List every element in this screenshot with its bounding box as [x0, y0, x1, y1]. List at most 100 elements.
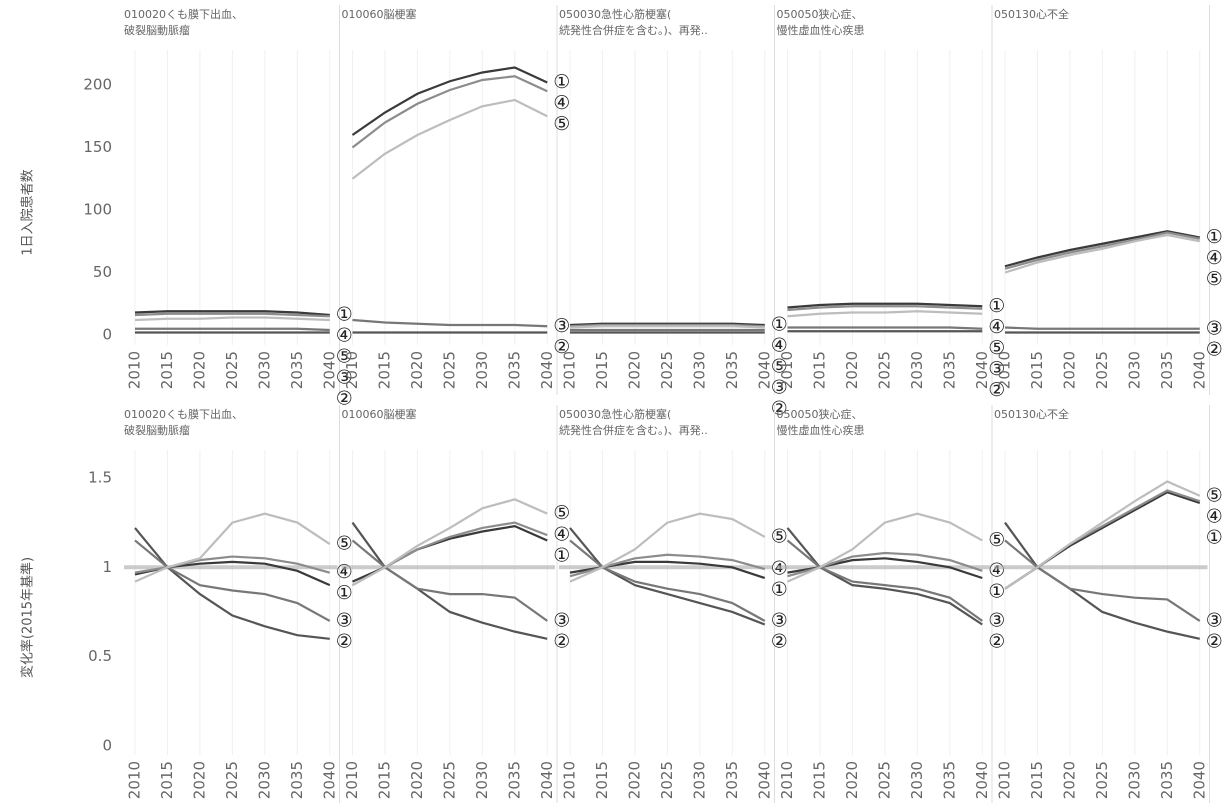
series-label: ④	[1206, 247, 1223, 269]
series-label: ③	[553, 315, 570, 337]
x-tick-label: 2020	[843, 351, 861, 389]
panel-title: 050130心不全	[994, 407, 1069, 421]
x-tick-label: 2025	[658, 761, 676, 799]
x-tick-label: 2025	[875, 351, 893, 389]
series-label: ②	[988, 630, 1005, 652]
x-tick-label: 2035	[505, 761, 523, 799]
x-tick-label: 2020	[1060, 351, 1078, 389]
series-label: ①	[1206, 526, 1223, 548]
panel-title: 破裂脳動脈瘤	[124, 423, 190, 437]
y-axis-label: 変化率(2015年基準)	[20, 557, 36, 678]
series-line	[1004, 480, 1201, 590]
series-label: ⑤	[336, 346, 353, 368]
x-tick-label: 2035	[1158, 761, 1176, 799]
series-line	[351, 498, 548, 587]
series-label: ⑤	[336, 533, 353, 555]
panel-title: 010020くも膜下出血、	[124, 407, 243, 421]
y-tick-label: 0.5	[88, 647, 112, 665]
series-label: ②	[1206, 630, 1223, 652]
y-tick-label: 1.5	[88, 468, 112, 486]
series-line	[569, 323, 765, 328]
series-line	[134, 512, 331, 583]
series-label: ①	[553, 545, 570, 567]
series-label: ③	[553, 609, 570, 631]
x-tick-label: 2040	[1190, 761, 1208, 799]
x-tick-label: 2010	[995, 351, 1013, 389]
x-tick-label: 2040	[538, 351, 556, 389]
series-label: ③	[1206, 609, 1223, 631]
series-line	[569, 325, 765, 329]
x-tick-label: 2015	[810, 351, 828, 389]
series-line	[134, 310, 330, 317]
x-tick-label: 2020	[625, 351, 643, 389]
series-label: ①	[988, 295, 1005, 317]
x-tick-label: 2010	[125, 761, 143, 799]
y-tick-label: 1	[102, 558, 112, 576]
series-line	[352, 318, 548, 328]
series-label: ①	[336, 304, 353, 326]
x-tick-label: 2040	[1190, 351, 1208, 389]
series-label: ⑤	[771, 356, 788, 378]
panel-title: 続発性合併症を含む。)、再発..	[559, 23, 708, 37]
series-label: ①	[553, 71, 570, 93]
x-tick-label: 2025	[440, 761, 458, 799]
x-tick-label: 2015	[593, 351, 611, 389]
x-tick-label: 2030	[255, 761, 273, 799]
x-tick-label: 2025	[1093, 351, 1111, 389]
x-tick-label: 2020	[408, 351, 426, 389]
x-tick-label: 2020	[1060, 761, 1078, 799]
x-tick-label: 2010	[778, 351, 796, 389]
x-tick-label: 2025	[223, 351, 241, 389]
x-tick-label: 2015	[158, 351, 176, 389]
x-tick-label: 2030	[1125, 761, 1143, 799]
series-line	[1004, 326, 1200, 330]
series-label: ①	[1206, 226, 1223, 248]
series-label: ②	[553, 630, 570, 652]
x-tick-label: 2010	[778, 761, 796, 799]
series-line	[787, 302, 983, 309]
x-tick-label: 2040	[973, 351, 991, 389]
series-label: ④	[988, 559, 1005, 581]
series-line	[351, 66, 548, 136]
series-line	[787, 310, 983, 318]
series-label: ③	[771, 377, 788, 399]
series-label: ②	[1206, 338, 1223, 360]
panel-title: 010060脳梗塞	[342, 7, 417, 21]
panel-title: 010060脳梗塞	[342, 407, 417, 421]
panel-title: 050030急性心筋梗塞(	[559, 407, 671, 421]
series-line	[1004, 233, 1200, 274]
series-line	[1004, 230, 1200, 268]
series-line	[569, 512, 766, 583]
x-tick-label: 2015	[1028, 761, 1046, 799]
series-label: ⑤	[988, 529, 1005, 551]
x-tick-label: 2030	[473, 761, 491, 799]
series-label: ⑤	[1206, 268, 1223, 290]
x-tick-label: 2040	[973, 761, 991, 799]
series-label: ①	[771, 314, 788, 336]
x-tick-label: 2035	[723, 351, 741, 389]
panel-title: 050050狭心症、	[777, 7, 863, 21]
x-tick-label: 2035	[1158, 351, 1176, 389]
x-tick-label: 2010	[560, 351, 578, 389]
x-tick-label: 2025	[1093, 761, 1111, 799]
x-tick-label: 2030	[908, 761, 926, 799]
series-line	[1004, 231, 1200, 270]
x-tick-label: 2040	[755, 761, 773, 799]
x-tick-label: 2030	[1125, 351, 1143, 389]
panel-title: 慢性虚血性心疾患	[777, 23, 865, 37]
x-tick-label: 2040	[320, 761, 338, 799]
x-tick-label: 2015	[158, 761, 176, 799]
x-tick-label: 2020	[843, 761, 861, 799]
series-line	[787, 512, 983, 583]
x-tick-label: 2020	[408, 761, 426, 799]
x-tick-label: 2015	[593, 761, 611, 799]
x-tick-label: 2025	[223, 761, 241, 799]
x-tick-label: 2030	[255, 351, 273, 389]
series-line	[787, 326, 983, 330]
series-label: ②	[553, 336, 570, 358]
series-label: ②	[336, 630, 353, 652]
series-label: ⑤	[553, 502, 570, 524]
panel-title: 続発性合併症を含む。)、再発..	[559, 423, 708, 437]
series-line	[351, 98, 548, 180]
